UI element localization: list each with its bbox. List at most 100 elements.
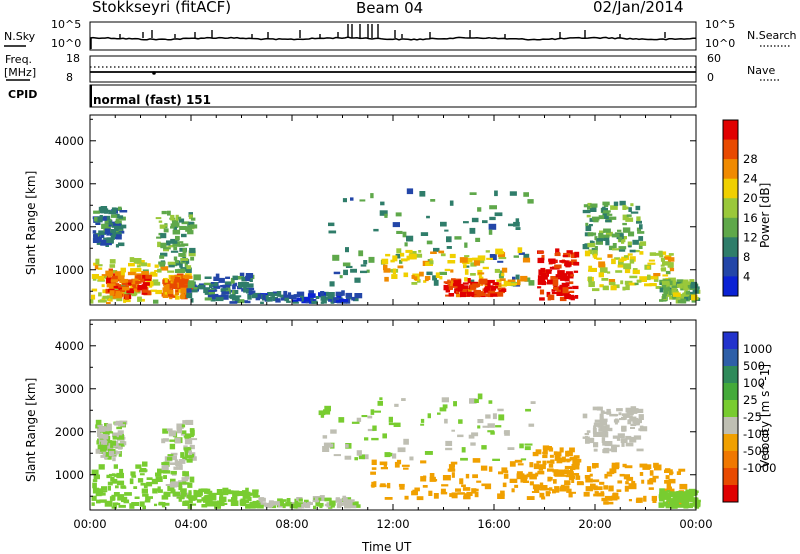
heatmap-cell [463,221,469,224]
heatmap-cell [213,289,218,292]
heatmap-cell [619,200,626,206]
heatmap-cell [525,408,531,412]
heatmap-cell [414,487,420,492]
heatmap-cell [501,273,505,277]
heatmap-cell [184,275,193,279]
heatmap-cell [682,281,690,285]
heatmap-cell [183,433,191,438]
heatmap-cell [105,270,114,277]
heatmap-cell [221,291,230,295]
heatmap-cell [185,226,193,232]
heatmap-cell [676,504,682,508]
heatmap-cell [584,232,590,237]
heatmap-cell [290,294,297,300]
heatmap-cell [155,476,163,482]
heatmap-cell [639,463,648,468]
heatmap-cell [210,299,216,302]
heatmap-cell [605,240,610,246]
heatmap-cell [176,423,184,429]
heatmap-cell [118,443,124,446]
heatmap-cell [459,478,464,485]
heatmap-cell [91,495,97,501]
heatmap-cell [628,245,632,248]
heatmap-cell [526,496,535,500]
heatmap-cell [109,259,116,264]
heatmap-cell [120,284,127,287]
heatmap-cell [535,472,539,477]
heatmap-cell [161,502,166,508]
heatmap-cell [542,460,547,465]
heatmap-cell [671,286,677,291]
heatmap-cell [517,463,524,466]
heatmap-cell [556,252,561,255]
heatmap-cell [379,484,387,488]
heatmap-cell [473,260,481,266]
heatmap-cell [141,488,148,494]
heatmap-cell [499,278,506,281]
colorbar-tick-label: -25 [743,410,762,424]
heatmap-cell [516,473,525,479]
heatmap-cell [427,413,431,419]
heatmap-cell [242,499,246,505]
heatmap-cell [190,298,194,303]
heatmap-cell [529,462,534,468]
heatmap-cell [124,294,129,300]
heatmap-cell [300,295,304,302]
heatmap-cell [477,419,484,424]
heatmap-cell [549,487,553,491]
heatmap-cell [93,210,100,214]
heatmap-cell [542,454,548,459]
heatmap-cell [129,478,134,485]
heatmap-cell [603,447,610,454]
x-tick-label: 04:00 [174,517,207,531]
heatmap-cell [140,278,146,283]
heatmap-cell [542,451,548,455]
heatmap-cell [447,468,456,472]
heatmap-cell [680,499,686,503]
heatmap-cell [428,490,433,496]
nsearch-label: N.Search [747,29,797,42]
heatmap-cell [498,288,507,292]
heatmap-cell [370,471,376,475]
heatmap-cell [204,276,212,279]
heatmap-cell [168,263,175,268]
heatmap-cell [107,440,113,445]
heatmap-cell [609,468,617,474]
heatmap-cell [108,456,112,460]
heatmap-cell [487,279,495,284]
heatmap-region [443,278,507,298]
heatmap-cell [529,473,537,480]
heatmap-cell [444,268,451,272]
heatmap-cell [662,488,671,493]
heatmap-cell [175,460,182,466]
heatmap-cell [187,504,192,509]
heatmap-cell [549,454,554,458]
heatmap-cell [168,244,176,248]
heatmap-cell [203,496,211,500]
heatmap-cell [107,297,112,302]
heatmap-cell [111,207,117,213]
heatmap-cell [513,221,520,227]
heatmap-cell [497,254,505,258]
heatmap-cell [121,282,128,286]
heatmap-cell [119,210,128,213]
heatmap-cell [658,502,665,508]
heatmap-cell [664,492,672,497]
heatmap-cell [416,496,424,501]
heatmap-cell [554,471,562,477]
heatmap-cell [203,282,212,286]
heatmap-cell [140,482,146,486]
heatmap-cell [411,490,418,496]
colorbar-frame [722,119,739,297]
heatmap-cell [676,279,684,285]
heatmap-cell [686,493,691,498]
heatmap-cell [420,476,427,482]
heatmap-cell [511,488,515,493]
heatmap-cell [419,271,424,277]
heatmap-cell [103,215,111,221]
heatmap-cell [325,497,332,501]
heatmap-cell [189,247,196,254]
heatmap-region [92,206,128,248]
colorbar-cell [723,178,738,199]
